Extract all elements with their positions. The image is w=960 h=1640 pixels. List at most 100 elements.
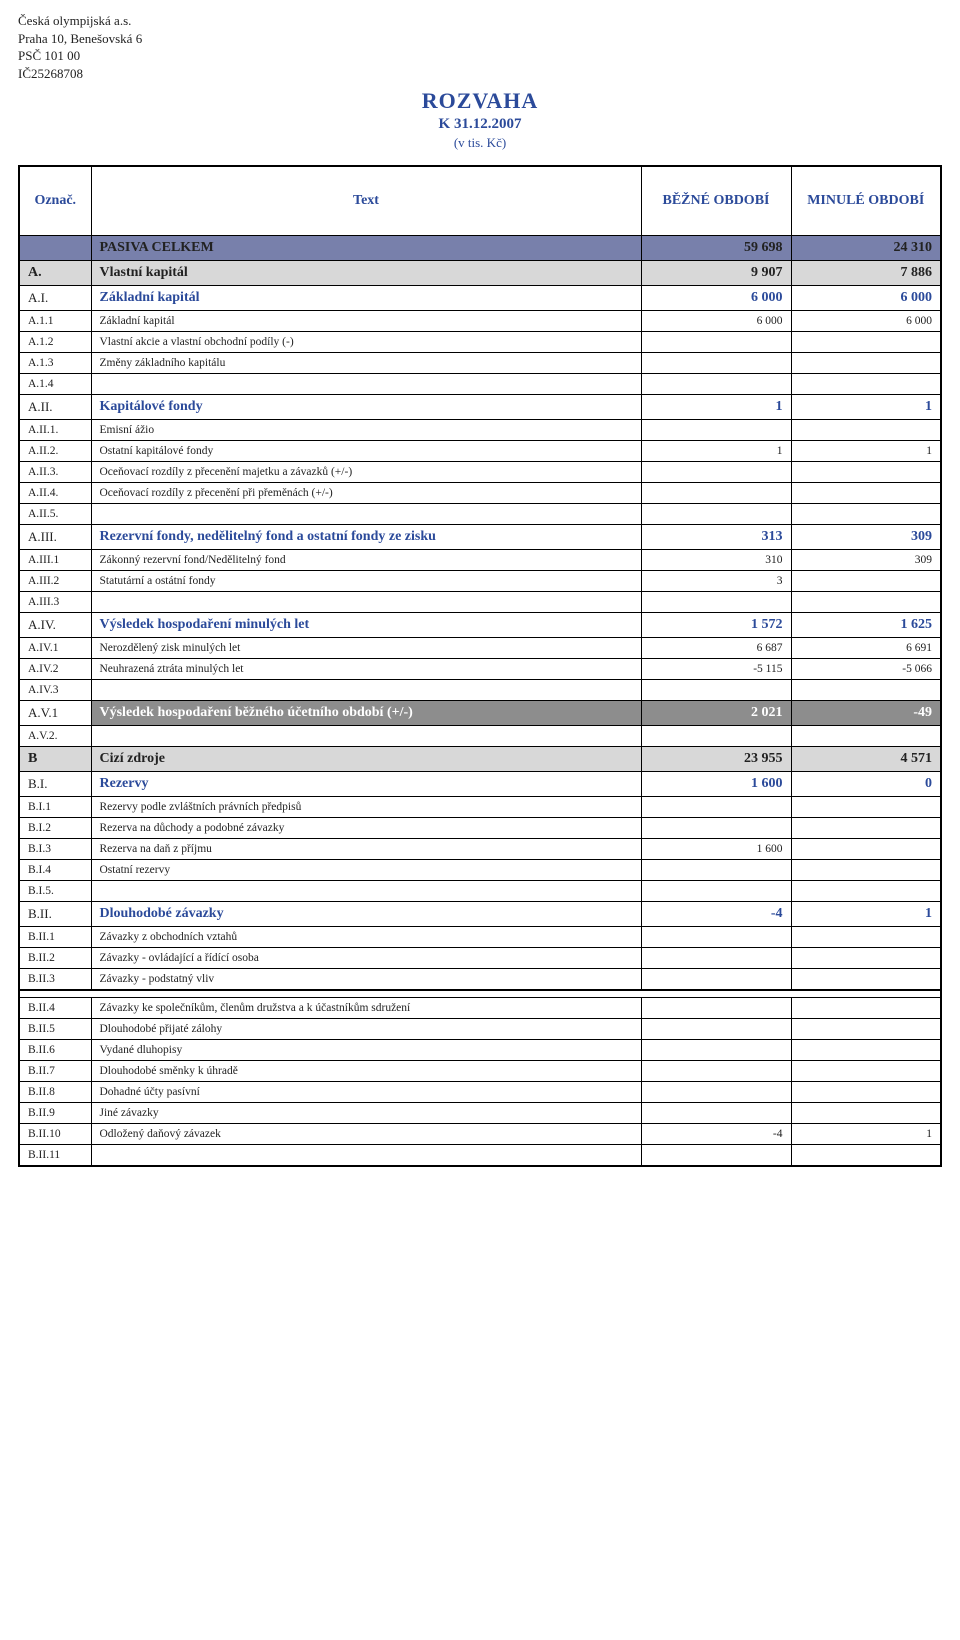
doc-unit: (v tis. Kč) <box>18 135 942 151</box>
cell-text: Vlastní akcie a vlastní obchodní podíly … <box>91 332 641 353</box>
cell-code: B.II.2 <box>19 948 91 969</box>
cell-previous <box>791 462 941 483</box>
table-row: A.Vlastní kapitál9 9077 886 <box>19 261 941 286</box>
table-row: A.III.3 <box>19 592 941 613</box>
cell-current <box>641 374 791 395</box>
cell-code: A.II.4. <box>19 483 91 504</box>
table-row: A.1.2Vlastní akcie a vlastní obchodní po… <box>19 332 941 353</box>
cell-previous <box>791 998 941 1019</box>
cell-current <box>641 797 791 818</box>
cell-code: B.II.4 <box>19 998 91 1019</box>
cell-text: Rezervní fondy, nedělitelný fond a ostat… <box>91 525 641 550</box>
table-row: B.I.4Ostatní rezervy <box>19 860 941 881</box>
cell-code: A.1.4 <box>19 374 91 395</box>
cell-text <box>91 881 641 902</box>
cell-code: B.II.6 <box>19 1040 91 1061</box>
cell-text: Závazky ke společníkům, členům družstva … <box>91 998 641 1019</box>
cell-previous: 1 <box>791 902 941 927</box>
cell-code: A.II.5. <box>19 504 91 525</box>
cell-text: Závazky z obchodních vztahů <box>91 927 641 948</box>
table-row: A.II.4.Oceňovací rozdíly z přecenění při… <box>19 483 941 504</box>
cell-code: A.III.2 <box>19 571 91 592</box>
cell-previous <box>791 1082 941 1103</box>
cell-code: B.I.5. <box>19 881 91 902</box>
cell-previous <box>791 592 941 613</box>
cell-current <box>641 969 791 991</box>
cell-code: A.IV.2 <box>19 659 91 680</box>
cell-current <box>641 726 791 747</box>
table-row: B.II.3Závazky - podstatný vliv <box>19 969 941 991</box>
table-row: A.II.2.Ostatní kapitálové fondy11 <box>19 441 941 462</box>
cell-text: Změny základního kapitálu <box>91 353 641 374</box>
cell-code: A.1.3 <box>19 353 91 374</box>
cell-current: 23 955 <box>641 747 791 772</box>
table-row: A.II.Kapitálové fondy11 <box>19 395 941 420</box>
cell-previous: 1 <box>791 441 941 462</box>
table-row: A.1.3Změny základního kapitálu <box>19 353 941 374</box>
cell-current: 9 907 <box>641 261 791 286</box>
col-header-text: Text <box>91 166 641 236</box>
doc-title: ROZVAHA <box>18 88 942 114</box>
spacer-cell <box>19 990 941 998</box>
cell-current <box>641 1040 791 1061</box>
cell-code: B.II.10 <box>19 1124 91 1145</box>
cell-current: 1 572 <box>641 613 791 638</box>
table-row: BCizí zdroje23 9554 571 <box>19 747 941 772</box>
col-header-current: BĚŽNÉ OBDOBÍ <box>641 166 791 236</box>
cell-code: B.II.5 <box>19 1019 91 1040</box>
cell-code: B.I.2 <box>19 818 91 839</box>
org-name: Česká olympijská a.s. <box>18 12 942 30</box>
cell-text: Rezerva na daň z příjmu <box>91 839 641 860</box>
cell-code: A.1.2 <box>19 332 91 353</box>
cell-previous <box>791 797 941 818</box>
cell-current: 6 000 <box>641 286 791 311</box>
cell-current: 313 <box>641 525 791 550</box>
table-row: A.V.1Výsledek hospodaření běžného účetní… <box>19 701 941 726</box>
table-row: A.III.1Zákonný rezervní fond/Nedělitelný… <box>19 550 941 571</box>
org-psc: PSČ 101 00 <box>18 47 942 65</box>
cell-current <box>641 332 791 353</box>
doc-date: K 31.12.2007 <box>18 116 942 133</box>
org-ic: IČ25268708 <box>18 65 942 83</box>
cell-text: Základní kapitál <box>91 311 641 332</box>
cell-previous <box>791 374 941 395</box>
table-row: B.I.2Rezerva na důchody a podobné závazk… <box>19 818 941 839</box>
table-row: B.II.6Vydané dluhopisy <box>19 1040 941 1061</box>
cell-code: B.II. <box>19 902 91 927</box>
cell-text: Výsledek hospodaření minulých let <box>91 613 641 638</box>
cell-text: Kapitálové fondy <box>91 395 641 420</box>
table-row: A.III.Rezervní fondy, nedělitelný fond a… <box>19 525 941 550</box>
table-row: A.I.Základní kapitál6 0006 000 <box>19 286 941 311</box>
cell-current: 2 021 <box>641 701 791 726</box>
cell-previous: -5 066 <box>791 659 941 680</box>
cell-code: A.V.2. <box>19 726 91 747</box>
cell-current <box>641 1082 791 1103</box>
cell-code: A.IV.1 <box>19 638 91 659</box>
table-row: B.II.2Závazky - ovládající a řídící osob… <box>19 948 941 969</box>
cell-previous <box>791 818 941 839</box>
cell-current: -4 <box>641 1124 791 1145</box>
table-row: B.II.9Jiné závazky <box>19 1103 941 1124</box>
table-row: A.V.2. <box>19 726 941 747</box>
cell-current <box>641 353 791 374</box>
cell-current: 1 <box>641 441 791 462</box>
cell-code: B.II.7 <box>19 1061 91 1082</box>
cell-text: Dlouhodobé směnky k úhradě <box>91 1061 641 1082</box>
cell-code: B <box>19 747 91 772</box>
cell-text: Cizí zdroje <box>91 747 641 772</box>
cell-text: Závazky - ovládající a řídící osoba <box>91 948 641 969</box>
cell-text: Oceňovací rozdíly z přecenění majetku a … <box>91 462 641 483</box>
balance-sheet-table: Označ. Text BĚŽNÉ OBDOBÍ MINULÉ OBDOBÍ P… <box>18 165 942 1167</box>
cell-code: A.IV. <box>19 613 91 638</box>
cell-current: 310 <box>641 550 791 571</box>
org-header: Česká olympijská a.s. Praha 10, Benešovs… <box>18 12 942 82</box>
cell-previous: 0 <box>791 772 941 797</box>
cell-text: Statutární a ostátní fondy <box>91 571 641 592</box>
cell-previous: 6 691 <box>791 638 941 659</box>
cell-previous: 4 571 <box>791 747 941 772</box>
cell-previous: -49 <box>791 701 941 726</box>
table-row: A.IV.Výsledek hospodaření minulých let1 … <box>19 613 941 638</box>
cell-code: A.III. <box>19 525 91 550</box>
table-row: A.IV.1Nerozdělený zisk minulých let6 687… <box>19 638 941 659</box>
cell-previous <box>791 1061 941 1082</box>
